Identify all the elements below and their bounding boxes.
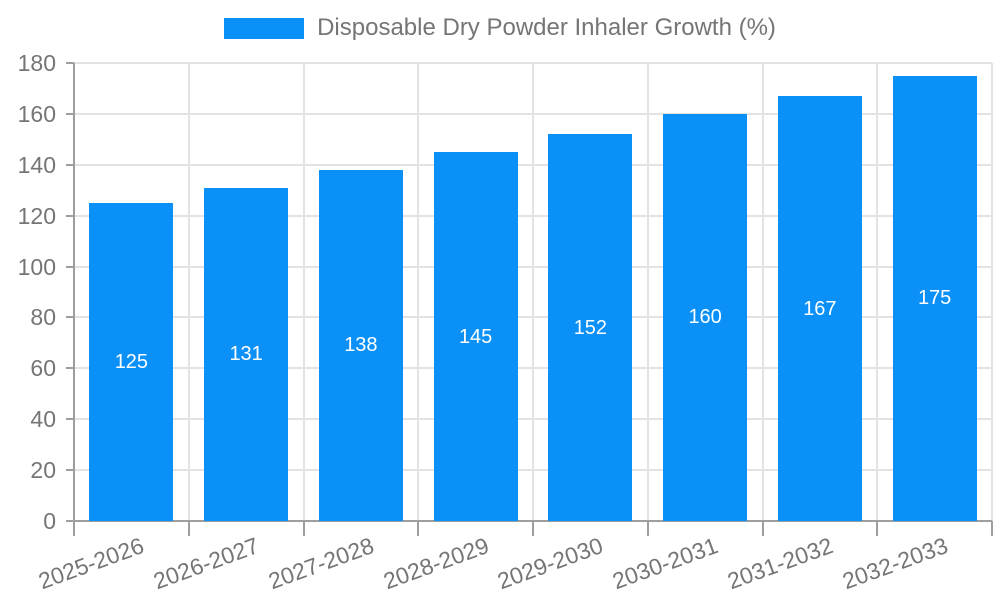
gridline-vertical [646,63,649,521]
x-tick-label: 2028-2029 [379,532,492,595]
gridline-vertical [417,63,420,521]
gridline-vertical [991,63,993,521]
x-tick-label: 2032-2033 [838,532,951,595]
y-tick-label: 60 [30,355,56,382]
y-tick-label: 120 [17,202,56,229]
bar-2030-2031[interactable]: 160 [663,113,748,521]
x-tick-mark [187,521,190,536]
y-axis-line [73,63,75,536]
y-tick-mark [66,469,74,472]
y-tick-mark [66,265,74,268]
bar-value-label: 175 [917,287,952,310]
y-tick-label: 100 [17,253,56,280]
x-tick-mark [417,521,420,536]
y-tick-label: 20 [30,457,56,484]
gridline-vertical [187,63,190,521]
x-tick-mark [761,521,764,536]
bar-2026-2027[interactable]: 131 [204,187,289,521]
x-tick-label: 2026-2027 [150,532,263,595]
x-tick-mark [302,521,305,536]
bar-value-label: 152 [573,316,608,339]
y-tick-mark [66,316,74,319]
bar-value-label: 160 [688,306,722,329]
y-tick-mark [66,62,74,64]
bar-2028-2029[interactable]: 145 [433,152,518,521]
bar-value-label: 145 [458,325,493,348]
x-tick-label: 2027-2028 [264,532,378,595]
x-tick-label: 2029-2030 [494,532,607,595]
legend-item[interactable]: Disposable Dry Powder Inhaler Growth (%) [0,14,1000,42]
y-tick-label: 180 [17,50,56,76]
bar-value-label: 125 [114,350,149,373]
y-tick-label: 140 [17,151,56,178]
bar-2029-2030[interactable]: 152 [548,134,633,521]
y-tick-mark [66,520,74,522]
y-tick-mark [66,418,74,421]
x-tick-mark [646,521,649,536]
y-tick-label: 160 [17,100,56,127]
x-tick-label: 2025-2026 [35,532,148,595]
bar-2031-2032[interactable]: 167 [777,96,862,521]
bar-2032-2033[interactable]: 175 [892,75,977,521]
bar-value-label: 131 [229,343,263,366]
gridline-vertical [761,63,764,521]
legend-label: Disposable Dry Powder Inhaler Growth (%) [317,14,776,41]
y-tick-mark [66,214,74,217]
bar-value-label: 167 [803,297,837,320]
x-tick-mark [73,521,75,536]
gridline-vertical [302,63,305,521]
y-tick-mark [66,367,74,370]
x-tick-mark [991,521,993,536]
y-tick-label: 40 [30,406,56,433]
y-tick-label: 80 [30,304,56,331]
y-tick-label: 0 [43,508,56,534]
legend-swatch [224,17,305,39]
x-tick-label: 2030-2031 [609,532,722,595]
y-tick-mark [66,163,74,166]
gridline-vertical [532,63,534,521]
bar-value-label: 138 [344,334,378,357]
y-tick-mark [66,112,74,115]
x-tick-mark [876,521,879,536]
x-tick-label: 2031-2032 [723,532,837,595]
bar-2025-2026[interactable]: 125 [89,202,174,521]
gridline-vertical [876,63,879,521]
bar-2027-2028[interactable]: 138 [318,169,403,521]
x-tick-mark [532,521,534,536]
